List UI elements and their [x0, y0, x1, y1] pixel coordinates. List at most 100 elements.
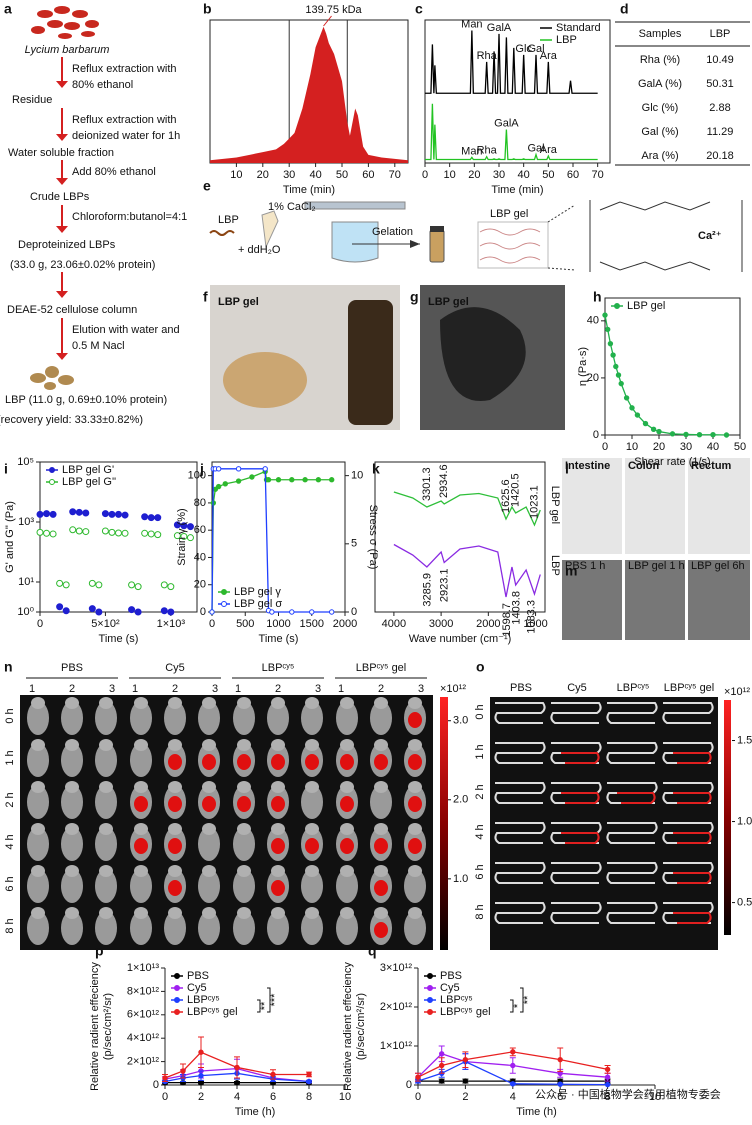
timepoint-label: 1 h: [474, 744, 486, 759]
mouse: [370, 785, 392, 819]
mouse-head: [202, 781, 216, 793]
flow-step: Elution with water and: [72, 324, 180, 336]
table-cell: 2.88: [709, 102, 730, 114]
panel-label: a: [4, 1, 12, 17]
photo-label: LBP gel 6h: [691, 560, 745, 572]
signal: [271, 754, 285, 770]
data-point: [607, 340, 614, 347]
gelation-scheme: [209, 200, 743, 272]
signal: [305, 838, 319, 854]
timepoint-label: 1 h: [4, 750, 16, 765]
mouse: [130, 911, 152, 945]
mouse-head: [31, 907, 45, 919]
mouse-head: [374, 781, 388, 793]
mouse-head: [65, 865, 79, 877]
significance-label: **: [522, 995, 534, 1004]
data-point: [265, 477, 272, 483]
mouse: [95, 701, 117, 735]
table-cell: Gal (%): [641, 126, 678, 138]
x-tick-label: 4: [234, 1091, 240, 1103]
data-point: [215, 483, 222, 490]
replicate-label: 1: [338, 683, 344, 695]
replicate-label: 1: [235, 683, 241, 695]
flow-step: Chloroform:butanol=4:1: [72, 211, 187, 223]
data-point: [69, 508, 77, 516]
x-tick-label: 8: [605, 1091, 611, 1103]
data-point: [615, 372, 622, 378]
mouse: [198, 701, 220, 735]
data-point: [147, 530, 155, 538]
mouse-head: [271, 865, 285, 877]
x-tick-label: 50: [336, 169, 348, 181]
data-point: [134, 608, 142, 616]
data-point: [36, 528, 44, 536]
data-point: [147, 514, 155, 522]
x-tick-label: 10: [230, 169, 242, 181]
data-point: [36, 510, 44, 518]
x-tick-label: 6: [557, 1091, 563, 1103]
data-point: [234, 1079, 240, 1086]
data-point: [557, 1056, 563, 1063]
x-tick-label: 2000: [333, 618, 357, 630]
x-tick-label: 30: [493, 169, 505, 181]
signal: [271, 838, 285, 854]
timepoint-label: 8 h: [4, 918, 16, 933]
mouse-head: [168, 739, 182, 751]
x-tick-label: 500: [236, 618, 254, 630]
data-point: [270, 1071, 276, 1078]
intestine: [606, 742, 658, 764]
group-label: LBPᶜʸ⁵ gel: [356, 662, 407, 674]
mouse-head: [31, 739, 45, 751]
intestine: [494, 862, 546, 884]
data-point: [128, 606, 136, 614]
peak-label: 2923.1: [439, 569, 451, 603]
mouse-head: [65, 781, 79, 793]
table-cell: 10.49: [706, 54, 734, 66]
mouse: [95, 827, 117, 861]
x-tick-label: 20: [468, 169, 480, 181]
data-point: [669, 431, 676, 437]
y-tick-label: 4×10¹²: [127, 1032, 159, 1044]
mouse-head: [65, 697, 79, 709]
y2-axis-label: Stress σ (Pa): [367, 505, 379, 570]
data-point: [180, 522, 188, 530]
data-point: [141, 513, 149, 521]
photo: [562, 458, 622, 554]
data-point: [289, 609, 295, 615]
table-cell: 20.18: [706, 150, 734, 162]
significance-bracket: [510, 999, 514, 1013]
mouse: [164, 701, 186, 735]
panel-label: l: [565, 461, 569, 477]
mouse-head: [168, 865, 182, 877]
legend-marker: [614, 303, 620, 309]
legend-marker: [174, 973, 180, 979]
legend-label: LBPᶜʸ⁵ gel: [187, 1006, 238, 1018]
x-tick-label: 10: [649, 1091, 661, 1103]
y-tick-label: 5: [351, 538, 357, 550]
panel-label: g: [410, 289, 419, 305]
mouse-head: [31, 697, 45, 709]
table-cell: Rha (%): [640, 54, 680, 66]
table-cell: Glc (%): [642, 102, 679, 114]
mouse-head: [305, 865, 319, 877]
mouse-head: [65, 907, 79, 919]
berries-photo: [31, 6, 99, 39]
mouse-head: [408, 823, 422, 835]
data-point: [604, 1066, 611, 1073]
intestine: [550, 862, 602, 884]
intestine: [494, 742, 546, 764]
peak-label: Glc: [515, 43, 532, 55]
mouse: [164, 911, 186, 945]
legend-label: Cy5: [187, 982, 207, 994]
timepoint-label: 4 h: [474, 824, 486, 839]
group-label: PBS: [61, 662, 83, 674]
mouse: [61, 911, 83, 945]
y-tick-label: 2×10¹²: [127, 1056, 159, 1068]
panel-label: k: [372, 461, 380, 477]
line: [417, 1060, 608, 1086]
y-tick-label: 100: [188, 470, 206, 482]
mouse-head: [271, 823, 285, 835]
mouse-head: [31, 823, 45, 835]
flow-arrowhead: [56, 353, 68, 360]
mouse: [370, 701, 392, 735]
